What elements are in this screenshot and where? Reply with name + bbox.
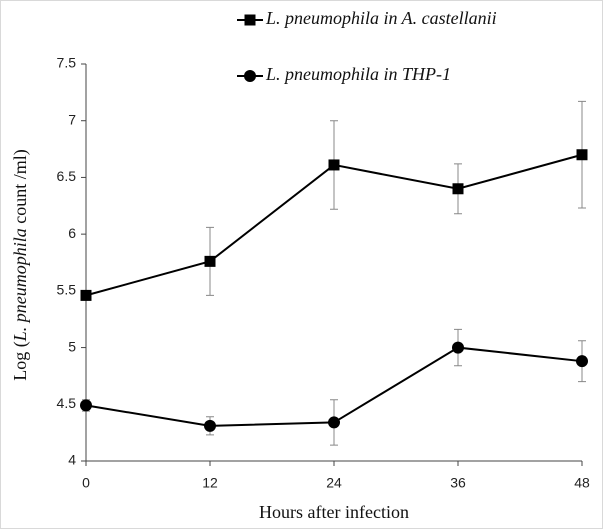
marker [204, 255, 216, 267]
x-tick-label: 36 [450, 475, 466, 491]
marker [452, 341, 464, 354]
marker [328, 159, 340, 171]
legend-marker [244, 14, 256, 26]
y-tick-label: 4 [68, 452, 76, 468]
marker [576, 149, 588, 161]
legend-label: L. pneumophila in THP-1 [265, 64, 451, 84]
y-tick-label: 6.5 [57, 168, 77, 184]
legend-marker [244, 70, 256, 82]
y-tick-label: 5 [68, 338, 76, 354]
marker [452, 183, 464, 195]
y-tick-label: 5.5 [57, 282, 77, 298]
x-tick-label: 24 [326, 475, 342, 491]
y-tick-label: 6 [68, 225, 76, 241]
marker [80, 399, 92, 412]
y-tick-label: 7 [68, 111, 76, 127]
marker [328, 416, 340, 429]
x-tick-label: 0 [82, 475, 90, 491]
y-label-part: count /ml) [10, 149, 31, 228]
x-tick-label: 12 [202, 475, 218, 491]
y-tick-label: 4.5 [57, 395, 77, 411]
y-tick-label: 7.5 [57, 55, 77, 71]
x-tick-label: 48 [574, 475, 590, 491]
y-label-part: Log ( [10, 341, 31, 381]
legend-label: L. pneumophila in A. castellanii [265, 8, 497, 28]
y-axis-label: Log (L. pneumophila count /ml) [10, 149, 31, 381]
marker [80, 289, 92, 301]
x-axis-label: Hours after infection [259, 502, 409, 522]
y-label-part: L. pneumophila [10, 228, 30, 342]
marker [204, 419, 216, 432]
marker [576, 355, 588, 368]
